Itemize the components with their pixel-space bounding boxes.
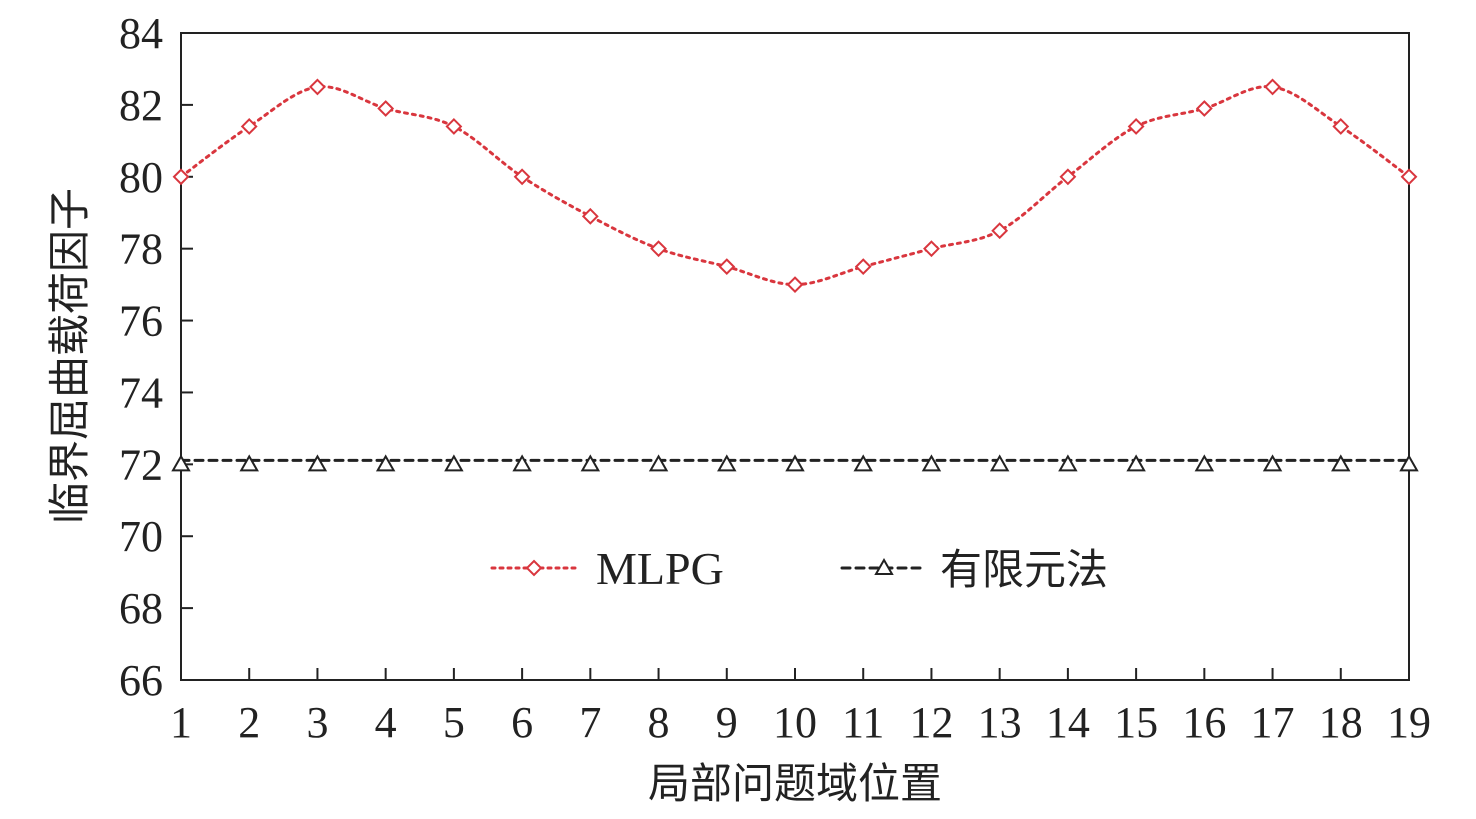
x-tick-label: 18 [1319, 698, 1363, 747]
x-tick-label: 17 [1251, 698, 1295, 747]
data-point [1126, 454, 1146, 472]
x-tick-label: 9 [716, 698, 738, 747]
x-tick-label: 6 [511, 698, 533, 747]
y-axis-title: 临界屈曲载荷因子 [45, 188, 94, 524]
y-tick-label: 70 [119, 512, 163, 561]
x-tick-label: 10 [773, 698, 817, 747]
x-tick-label: 5 [443, 698, 465, 747]
data-point [786, 276, 804, 294]
data-point [172, 168, 190, 186]
x-axis-ticks: 1 2 3 4 5 6 7 8 9 10 11 12 13 14 15 16 17 18 19 [170, 668, 1431, 747]
data-point [309, 78, 326, 96]
legend-item: MLPG [490, 543, 724, 594]
data-point [307, 454, 328, 472]
data-point [1194, 454, 1215, 472]
data-point [1399, 454, 1419, 472]
x-tick-label: 11 [842, 698, 884, 747]
data-point [923, 240, 940, 258]
x-tick-label: 14 [1046, 698, 1090, 747]
data-point [853, 454, 873, 472]
plot-frame [180, 32, 1410, 681]
series-layer [171, 78, 1419, 472]
x-tick-label: 8 [648, 698, 670, 747]
series-2 [171, 454, 1419, 472]
x-tick-label: 16 [1182, 698, 1226, 747]
data-point [650, 240, 667, 258]
data-point [718, 258, 736, 276]
data-point [989, 454, 1010, 472]
data-point [445, 118, 463, 135]
x-tick-label: 2 [238, 698, 260, 747]
data-point [1195, 100, 1213, 117]
y-tick-label: 82 [119, 81, 163, 130]
data-point [785, 454, 805, 472]
legend: MLPG 有限元法 [490, 543, 1108, 594]
y-tick-label: 78 [119, 225, 163, 274]
data-point [512, 454, 532, 472]
x-tick-label: 12 [909, 698, 953, 747]
data-point [444, 454, 464, 472]
data-point [377, 100, 395, 117]
data-point [717, 454, 737, 472]
y-axis-ticks: 66 68 70 72 74 76 78 80 82 84 [119, 9, 193, 705]
y-tick-label: 66 [119, 656, 163, 705]
data-point [1262, 454, 1283, 472]
legend-swatch-marker [874, 557, 894, 575]
data-point [513, 168, 531, 186]
data-point [1400, 168, 1418, 186]
x-tick-label: 7 [579, 698, 601, 747]
data-point [648, 454, 669, 472]
data-point [580, 454, 601, 472]
legend-label: MLPG [596, 543, 724, 594]
data-point [921, 454, 942, 472]
x-tick-label: 13 [978, 698, 1022, 747]
x-tick-label: 3 [306, 698, 328, 747]
y-tick-label: 72 [119, 440, 163, 489]
legend-swatch-marker [525, 559, 543, 577]
series-1 [172, 78, 1418, 294]
data-point [1059, 168, 1077, 186]
y-tick-label: 84 [119, 9, 163, 58]
data-point [581, 207, 599, 225]
data-point [240, 118, 258, 135]
x-tick-label: 19 [1387, 698, 1431, 747]
data-point [1264, 78, 1281, 96]
data-point [991, 222, 1009, 240]
data-point [171, 454, 191, 472]
x-tick-label: 4 [375, 698, 397, 747]
x-axis-title: 局部问题域位置 [648, 759, 942, 808]
data-point [854, 258, 872, 276]
x-tick-label: 1 [170, 698, 192, 747]
x-tick-label: 15 [1114, 698, 1158, 747]
legend-item: 有限元法 [840, 545, 1108, 594]
y-tick-label: 74 [119, 368, 163, 417]
data-point [1332, 118, 1350, 135]
y-tick-label: 80 [119, 153, 163, 202]
data-point [1331, 454, 1351, 472]
data-point [375, 454, 396, 472]
data-point [1127, 118, 1145, 135]
data-point [1058, 454, 1078, 472]
legend-label: 有限元法 [940, 545, 1108, 594]
y-tick-label: 76 [119, 297, 163, 346]
plot-area: 1 2 3 4 5 6 7 8 9 10 11 12 13 14 15 16 17 18 19 6668707274… [119, 9, 1431, 747]
y-tick-label: 68 [119, 584, 163, 633]
series-line [179, 85, 1411, 287]
data-point [239, 454, 259, 472]
